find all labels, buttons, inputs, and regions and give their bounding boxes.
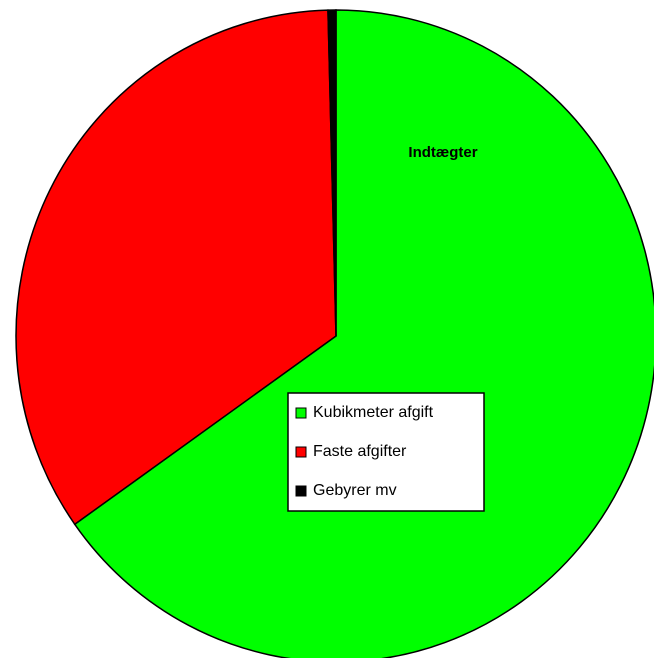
chart-title: Indtægter [408, 144, 477, 161]
pie-slice [327, 9, 337, 337]
legend-items: Kubikmeter afgift Faste afgifter Gebyrer m… [295, 404, 434, 499]
legend-label: Kubikmeter afgift [313, 404, 434, 421]
legend-label: Gebyrer mv [313, 482, 397, 499]
legend [287, 392, 485, 512]
legend-swatch [295, 485, 307, 497]
pie-slice [73, 9, 654, 658]
legend-swatch [295, 446, 307, 458]
pie [15, 9, 654, 658]
pie-slice [15, 9, 337, 526]
legend-swatch [295, 407, 307, 419]
legend-label: Faste afgifter [313, 443, 407, 460]
